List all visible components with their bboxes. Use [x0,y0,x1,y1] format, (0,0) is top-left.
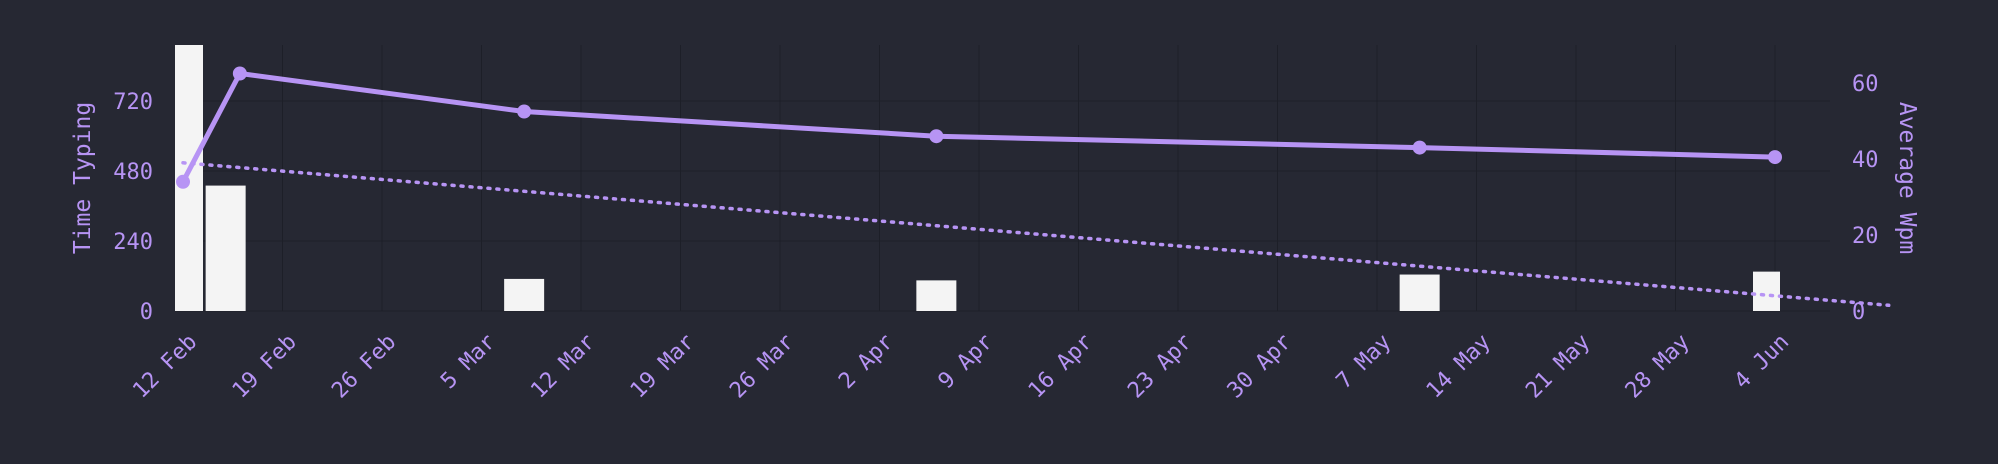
lines-layer [176,66,1891,308]
x-tick-label: 2 Apr [834,330,899,395]
line-average-wpm [180,71,1776,183]
ticks-layer: 0 240 480 720 0 20 40 60 12 Feb 19 Feb 26 Feb 5 Mar… [113,72,1878,403]
x-tick-label: 4 Jun [1730,330,1795,395]
y-right-tick-label: 20 [1852,224,1879,249]
point-average-wpm [232,66,247,81]
x-tick-label: 30 Apr [1223,330,1297,404]
x-tick-label: 23 Apr [1123,330,1197,404]
x-tick-label: 19 Feb [228,330,302,404]
x-tick-label: 7 May [1332,330,1397,395]
x-tick-label: 19 Mar [626,330,700,404]
point-average-wpm [1412,140,1427,155]
x-tick-label: 12 Feb [128,330,202,404]
x-tick-label: 12 Mar [526,330,600,404]
y-right-tick-label: 40 [1852,148,1879,173]
bar-time-typing [916,280,957,311]
y-left-tick-label: 240 [113,230,153,255]
y-right-tick-label: 0 [1852,300,1865,325]
bar-time-typing [1399,274,1440,311]
bar-time-typing [205,185,246,311]
trend-line [181,161,1891,308]
bars-layer [175,45,1780,311]
grid-layer [175,45,1830,312]
x-tick-label: 28 May [1621,330,1695,404]
point-average-wpm [176,174,190,189]
bar-time-typing [1753,271,1780,311]
x-tick-label: 26 Feb [327,330,401,404]
x-tick-label: 26 Mar [725,330,799,404]
x-tick-label: 16 Apr [1024,330,1098,404]
x-tick-label: 14 May [1422,330,1496,404]
point-average-wpm [517,104,532,119]
bar-time-typing [504,278,545,311]
y-axis-right-title: Average Wpm [1894,102,1920,254]
point-average-wpm [929,129,944,144]
y-right-tick-label: 60 [1852,72,1879,97]
x-tick-label: 21 May [1521,330,1595,404]
x-tick-label: 9 Apr [934,330,999,395]
point-average-wpm [1768,150,1782,165]
x-tick-label: 5 Mar [436,330,501,395]
y-left-tick-label: 480 [113,160,153,185]
y-left-tick-label: 720 [113,90,153,115]
y-left-tick-label: 0 [140,300,153,325]
y-axis-left-title: Time Typing [70,102,96,254]
